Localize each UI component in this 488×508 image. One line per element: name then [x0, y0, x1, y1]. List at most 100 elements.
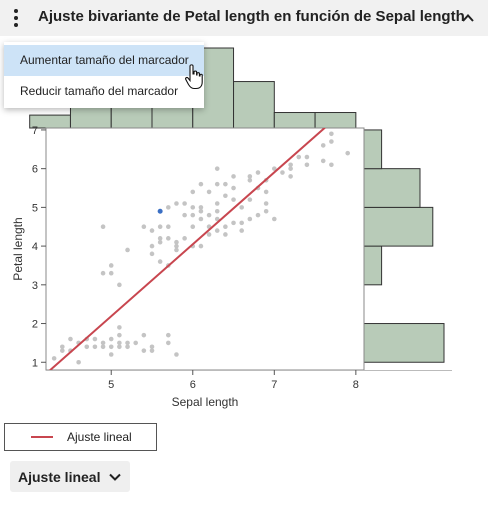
- data-point: [190, 212, 196, 218]
- data-point: [190, 205, 196, 210]
- data-point: [92, 336, 98, 342]
- x-histogram-bar: [273, 112, 316, 129]
- y-tick-label: 2: [32, 319, 38, 331]
- legend: Ajuste lineal: [4, 423, 157, 451]
- data-point: [223, 232, 228, 237]
- y-axis-label: Petal length: [11, 217, 25, 280]
- panel-header: Ajuste bivariante de Petal length en fun…: [0, 0, 488, 36]
- data-point: [149, 251, 155, 257]
- data-point: [166, 224, 171, 230]
- y-histogram-bar: [363, 245, 383, 286]
- data-point: [288, 174, 293, 179]
- kebab-icon[interactable]: [10, 9, 22, 27]
- data-point: [320, 158, 326, 164]
- data-point: [214, 181, 220, 187]
- data-point: [149, 228, 155, 233]
- data-point: [133, 340, 138, 346]
- data-point: [174, 247, 179, 253]
- menu-item-increase-marker[interactable]: Aumentar tamaño del marcador: [4, 45, 204, 76]
- data-point: [166, 205, 171, 210]
- data-point: [60, 348, 65, 353]
- data-point: [247, 216, 253, 222]
- data-point: [182, 201, 187, 206]
- data-point: [141, 224, 147, 230]
- data-point: [288, 166, 293, 171]
- data-point: [117, 344, 122, 350]
- data-point: [182, 212, 187, 218]
- x-axis-label: Sepal length: [172, 395, 239, 409]
- data-point: [231, 197, 236, 202]
- data-point: [255, 212, 261, 218]
- data-point: [231, 220, 236, 226]
- data-point: [239, 205, 244, 210]
- data-point: [117, 325, 122, 330]
- data-point: [280, 170, 285, 175]
- data-point: [149, 348, 155, 353]
- data-point: [198, 243, 204, 249]
- y-tick-label: 3: [32, 280, 38, 292]
- y-histogram-bar: [363, 129, 383, 170]
- data-point: [174, 243, 179, 249]
- y-tick-label: 4: [32, 241, 38, 253]
- data-point: [247, 177, 253, 183]
- data-point: [223, 224, 228, 230]
- y-histogram-bar: [363, 168, 421, 208]
- data-point: [117, 332, 122, 338]
- data-point: [255, 170, 261, 175]
- menu-item-decrease-marker[interactable]: Reducir tamaño del marcador: [20, 84, 179, 98]
- data-point: [263, 189, 269, 195]
- data-point: [100, 340, 106, 346]
- data-point: [223, 193, 228, 199]
- data-point: [76, 359, 81, 365]
- data-point: [108, 336, 114, 342]
- data-point: [345, 150, 350, 156]
- data-point: [296, 154, 302, 160]
- data-point: [263, 208, 269, 214]
- data-point: [117, 282, 122, 288]
- data-point: [100, 224, 106, 230]
- data-point: [141, 332, 147, 338]
- data-point: [117, 340, 122, 346]
- data-point: [206, 189, 212, 195]
- y-histogram-bar: [363, 323, 445, 363]
- data-point: [198, 181, 204, 187]
- x-histogram-bar: [233, 81, 275, 129]
- data-point: [214, 228, 220, 233]
- data-point: [231, 185, 236, 191]
- x-tick-label: 8: [353, 379, 359, 391]
- chevron-down-icon: [109, 473, 121, 481]
- chevron-up-icon[interactable]: [460, 10, 476, 26]
- selected-data-point: [157, 208, 163, 214]
- legend-label: Ajuste lineal: [67, 430, 132, 444]
- data-point: [84, 344, 90, 350]
- data-point: [320, 143, 326, 148]
- data-point: [149, 243, 155, 249]
- data-point: [214, 166, 220, 171]
- context-menu: Aumentar tamaño del marcador Reducir tam…: [4, 42, 204, 108]
- data-point: [288, 162, 293, 168]
- data-point: [198, 208, 204, 214]
- data-point: [108, 263, 114, 268]
- data-point: [214, 216, 220, 222]
- data-point: [198, 205, 204, 210]
- data-point: [214, 208, 220, 214]
- data-point: [108, 344, 114, 350]
- y-tick-label: 7: [32, 125, 38, 137]
- data-point: [239, 220, 244, 226]
- data-point: [149, 344, 155, 350]
- data-point: [329, 131, 334, 137]
- linear-fit-button[interactable]: Ajuste lineal: [10, 461, 130, 492]
- data-point: [125, 247, 130, 253]
- legend-line-swatch: [31, 436, 53, 438]
- linear-fit-label: Ajuste lineal: [18, 469, 101, 485]
- data-point: [157, 236, 163, 241]
- data-point: [125, 344, 130, 350]
- data-point: [68, 336, 73, 342]
- x-tick-label: 6: [190, 379, 196, 391]
- data-point: [304, 162, 310, 168]
- data-point: [190, 224, 196, 230]
- data-point: [157, 239, 163, 245]
- plot-area: [45, 127, 365, 371]
- data-point: [239, 228, 244, 233]
- x-tick-label: 7: [271, 379, 277, 391]
